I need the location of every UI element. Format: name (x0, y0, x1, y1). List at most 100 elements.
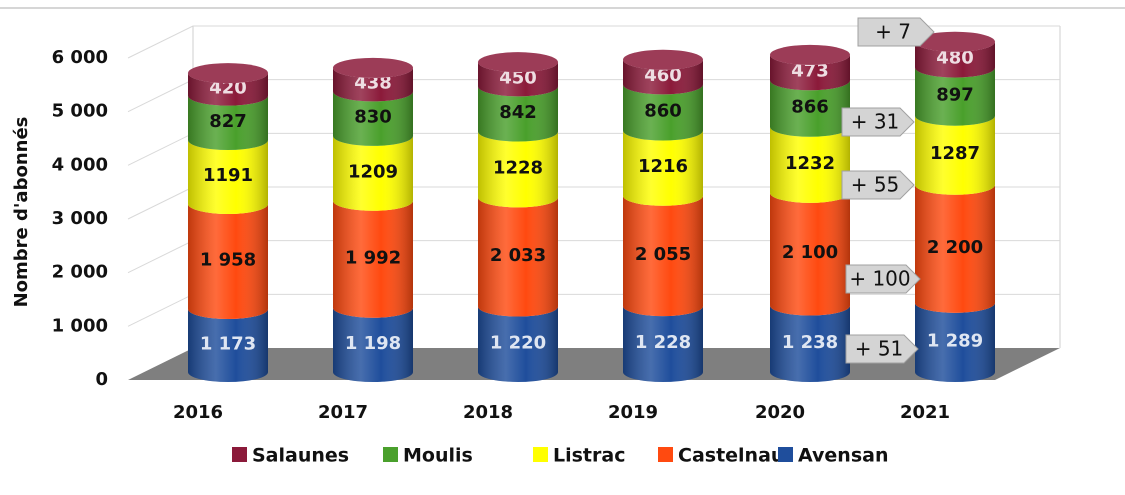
cylinder-shade (478, 306, 558, 382)
y-axis-label: Nombre d'abonnés (11, 117, 32, 308)
cylinder-shade (623, 306, 703, 382)
legend-swatch (232, 447, 247, 462)
cylinder-cap-shade (478, 52, 558, 73)
cylinder-shade (770, 126, 850, 203)
value-label: 1 958 (200, 250, 256, 271)
value-label: 1 228 (635, 332, 691, 353)
cylinder-shade (915, 67, 995, 126)
cylinder-cap (188, 63, 268, 84)
legend-label: Castelnau (678, 445, 784, 467)
callout (841, 170, 915, 200)
cylinder-shade (770, 54, 850, 91)
cylinder-shade (188, 95, 268, 151)
annotation: + 55 (851, 173, 900, 197)
cylinder-shade (770, 80, 850, 137)
annotation: + 100 (849, 267, 910, 291)
cylinder-shade (915, 115, 995, 195)
cylinder-shade (333, 307, 413, 382)
cylinder-shade (333, 67, 413, 102)
y-tick-label: 0 (95, 369, 108, 390)
legend-swatch (533, 447, 548, 462)
cylinder-shade (623, 84, 703, 141)
cylinder-shade (623, 130, 703, 206)
value-label: 1 173 (200, 334, 256, 355)
legend-label: Avensan (798, 445, 888, 467)
cylinder-shade (478, 86, 558, 142)
cylinder-shade (623, 59, 703, 95)
cylinder-shade (333, 135, 413, 211)
value-label: 2 033 (490, 245, 546, 266)
callout (845, 264, 921, 294)
cylinder-shade (333, 200, 413, 318)
cylinder-shade (333, 91, 413, 146)
value-label: 866 (791, 97, 829, 118)
legend-label: Salaunes (252, 445, 349, 467)
y-tick-label: 1 000 (52, 315, 108, 336)
cylinder-shade (770, 192, 850, 316)
cylinder-cap-shade (333, 57, 413, 78)
cylinder-shade (188, 73, 268, 106)
cylinder-cap (915, 31, 995, 52)
cylinder-shade (478, 131, 558, 208)
legend-label: Listrac (553, 445, 625, 467)
value-label: 438 (354, 73, 392, 94)
x-tick-label: 2020 (755, 402, 805, 423)
annotation: + 51 (855, 337, 904, 361)
cylinder-cap-shade (623, 49, 703, 70)
value-label: 1 198 (345, 333, 401, 354)
value-label: 473 (791, 61, 829, 82)
cylinder-cap-shade (770, 44, 850, 65)
y-tick-label: 4 000 (52, 154, 108, 175)
annotation: + 31 (851, 110, 900, 134)
value-label: 830 (354, 107, 392, 128)
value-label: 1216 (638, 156, 688, 177)
cylinder-shade (478, 62, 558, 97)
cylinder-cap (333, 57, 413, 78)
cylinder-shade (188, 203, 268, 320)
cylinder-shade (188, 309, 268, 382)
y-tick-label: 5 000 (52, 101, 108, 122)
x-tick-label: 2018 (463, 402, 513, 423)
x-tick-label: 2019 (608, 402, 658, 423)
value-label: 1 238 (782, 332, 838, 353)
y-tick-label: 6 000 (52, 47, 108, 68)
value-label: 450 (499, 67, 537, 88)
callout (857, 17, 935, 47)
x-tick-label: 2016 (173, 402, 223, 423)
legend-swatch (383, 447, 398, 462)
cylinder-shade (915, 41, 995, 78)
grid-line (127, 25, 1060, 59)
value-label: 1191 (203, 165, 253, 186)
value-label: 860 (644, 100, 682, 121)
value-label: 1 220 (490, 332, 546, 353)
value-label: 2 100 (782, 242, 838, 263)
value-label: 897 (936, 85, 974, 106)
cylinder-shade (915, 302, 995, 382)
value-label: 1228 (493, 157, 543, 178)
cylinder-cap (478, 52, 558, 73)
callout (841, 107, 915, 137)
legend-swatch (778, 447, 793, 462)
y-tick-label: 2 000 (52, 262, 108, 283)
cylinder-shade (478, 197, 558, 317)
annotation: + 7 (875, 20, 911, 44)
value-label: 460 (644, 65, 682, 86)
legend-label: Moulis (403, 445, 473, 467)
cylinder-cap (623, 49, 703, 70)
legend-swatch (658, 447, 673, 462)
callout (845, 334, 919, 364)
value-label: 827 (209, 111, 247, 132)
cylinder-cap-shade (915, 31, 995, 52)
x-tick-label: 2021 (900, 402, 950, 423)
cylinder-shade (188, 140, 268, 214)
y-tick-label: 3 000 (52, 208, 108, 229)
x-tick-label: 2017 (318, 402, 368, 423)
value-label: 1232 (785, 153, 835, 174)
value-label: 1287 (930, 143, 980, 164)
cylinder-cap-shade (188, 63, 268, 84)
value-label: 2 200 (927, 237, 983, 258)
cylinder-cap (770, 44, 850, 65)
value-label: 842 (499, 102, 537, 123)
cylinder-shade (623, 195, 703, 317)
